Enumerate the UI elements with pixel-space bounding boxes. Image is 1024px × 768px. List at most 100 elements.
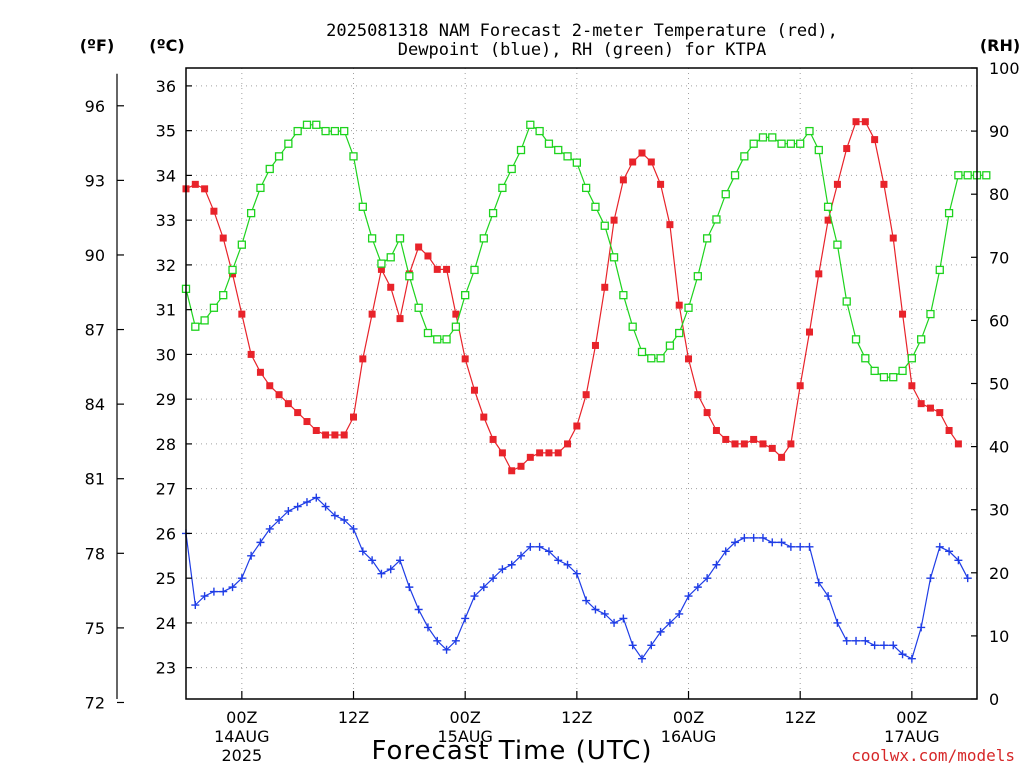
dewpoint-point [814, 578, 823, 587]
rh-point [544, 139, 554, 148]
dewpoint-point [265, 524, 274, 533]
rh-point [526, 120, 535, 129]
rh-point [414, 303, 423, 312]
temperature-point [415, 243, 423, 251]
rh-point [237, 240, 246, 249]
dewpoint-point [293, 502, 302, 511]
dewpoint-point [749, 533, 758, 542]
temperature-point [619, 176, 627, 184]
temperature-point [657, 180, 665, 188]
plot-frame [185, 67, 978, 700]
x-axis-title: Forecast Time (UTC) [371, 736, 652, 766]
dewpoint-point [237, 574, 246, 583]
dewpoint-series [182, 493, 972, 663]
temperature-point [601, 283, 609, 291]
rh-point [265, 164, 274, 174]
rh-point [823, 202, 833, 211]
rh-point [740, 152, 749, 161]
rh-point [293, 126, 302, 136]
rh-point [405, 272, 414, 281]
fahrenheit-tick-label: 90 [85, 246, 105, 265]
rh-point [619, 291, 628, 300]
temperature-point [703, 409, 711, 417]
dewpoint-point [489, 574, 498, 583]
temperature-point [871, 136, 879, 144]
rh-point [488, 208, 498, 218]
x-tick-label: 00Z [450, 708, 481, 727]
rh-tick-label: 100 [989, 59, 1020, 78]
rh-point [395, 234, 405, 243]
rh-point [507, 164, 516, 174]
temperature-point [712, 426, 720, 434]
rh-point [842, 297, 851, 306]
rh-point [870, 366, 879, 376]
rh-point [721, 190, 730, 199]
rh-point [330, 126, 340, 136]
dewpoint-point [321, 502, 330, 511]
temperature-point [917, 400, 925, 408]
dewpoint-point [228, 583, 237, 592]
dewpoint-point [824, 592, 833, 601]
dewpoint-point [777, 538, 786, 547]
temperature-point [861, 118, 869, 126]
credit-text: coolwx.com/models [851, 746, 1015, 765]
celsius-tick-label: 35 [156, 122, 176, 141]
dewpoint-point [572, 569, 581, 578]
temperature-point [852, 118, 860, 126]
rh-point [470, 265, 479, 275]
chart-title-line2: Dewpoint (blue), RH (green) for KTPA [398, 40, 766, 60]
temperature-point [424, 252, 432, 260]
rh-line [185, 123, 987, 378]
dewpoint-point [423, 623, 432, 632]
x-tick-label: 00Z [226, 708, 257, 727]
rh-point [861, 354, 870, 363]
dewpoint-point [414, 605, 423, 614]
dewpoint-point [889, 641, 898, 650]
dewpoint-point [628, 641, 637, 650]
rh-point [479, 234, 488, 243]
temperature-point [675, 301, 683, 309]
x-tick-label: 12Z [338, 708, 369, 727]
dewpoint-point [731, 538, 740, 547]
temperature-point [275, 391, 283, 399]
dewpoint-point [907, 654, 916, 663]
rh-point [833, 240, 842, 249]
temperature-point [517, 462, 525, 470]
rh-tick-label: 20 [989, 564, 1009, 583]
temperature-point [340, 431, 348, 439]
rh-tick-label: 70 [989, 248, 1009, 267]
dewpoint-point [368, 556, 377, 565]
rh-point [572, 158, 581, 167]
dewpoint-point [461, 614, 470, 623]
rh-point [563, 152, 572, 161]
dewpoint-point [302, 498, 311, 507]
fahrenheit-tick-label: 96 [85, 97, 105, 116]
temperature-point [573, 422, 581, 430]
dewpoint-point [879, 641, 888, 650]
rh-point [805, 126, 814, 136]
dewpoint-point [386, 565, 395, 574]
rh-point [814, 145, 823, 155]
temperature-point [387, 283, 395, 291]
rh-point [200, 316, 209, 325]
dewpoint-point [684, 592, 693, 601]
celsius-tick-label: 28 [156, 435, 176, 454]
rh-point [935, 265, 944, 275]
dewpoint-point [721, 547, 730, 556]
temperature-point [396, 315, 404, 323]
dewpoint-point [256, 538, 265, 547]
dewpoint-point [656, 627, 665, 636]
temperature-point [666, 221, 674, 229]
temperature-point [284, 400, 292, 408]
x-tick-label: 12Z [785, 708, 816, 727]
temperature-point [201, 185, 209, 193]
fahrenheit-tick-label: 84 [85, 395, 105, 414]
dewpoint-point [898, 650, 907, 659]
rh-point [898, 366, 907, 376]
dewpoint-point [870, 641, 879, 650]
x-tick-label: 12Z [561, 708, 592, 727]
rh-point [749, 139, 758, 148]
rh-point [274, 152, 284, 161]
fahrenheit-tick-label: 75 [85, 619, 105, 638]
